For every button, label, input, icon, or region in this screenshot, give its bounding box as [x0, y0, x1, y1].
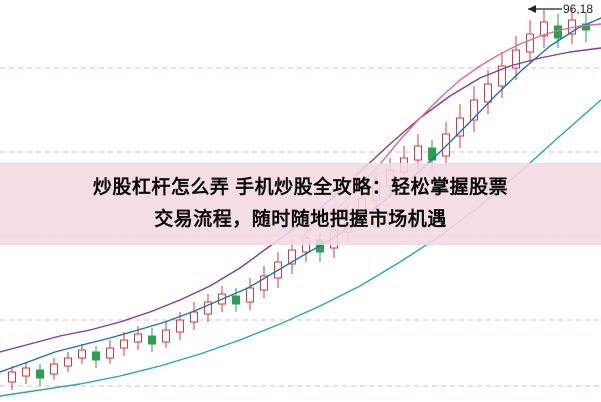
price-callout-arrow — [528, 5, 562, 13]
title-line-1: 炒股杠杆怎么弄 手机炒股全攻略：轻松掌握股票 — [92, 177, 509, 198]
title-overlay-band: 炒股杠杆怎么弄 手机炒股全攻略：轻松掌握股票 交易流程，随时随地把握市场机遇 — [0, 163, 601, 245]
title-line-2: 交易流程，随时随地把握市场机遇 — [154, 209, 447, 230]
price-callout-label: 96,18 — [563, 2, 594, 16]
